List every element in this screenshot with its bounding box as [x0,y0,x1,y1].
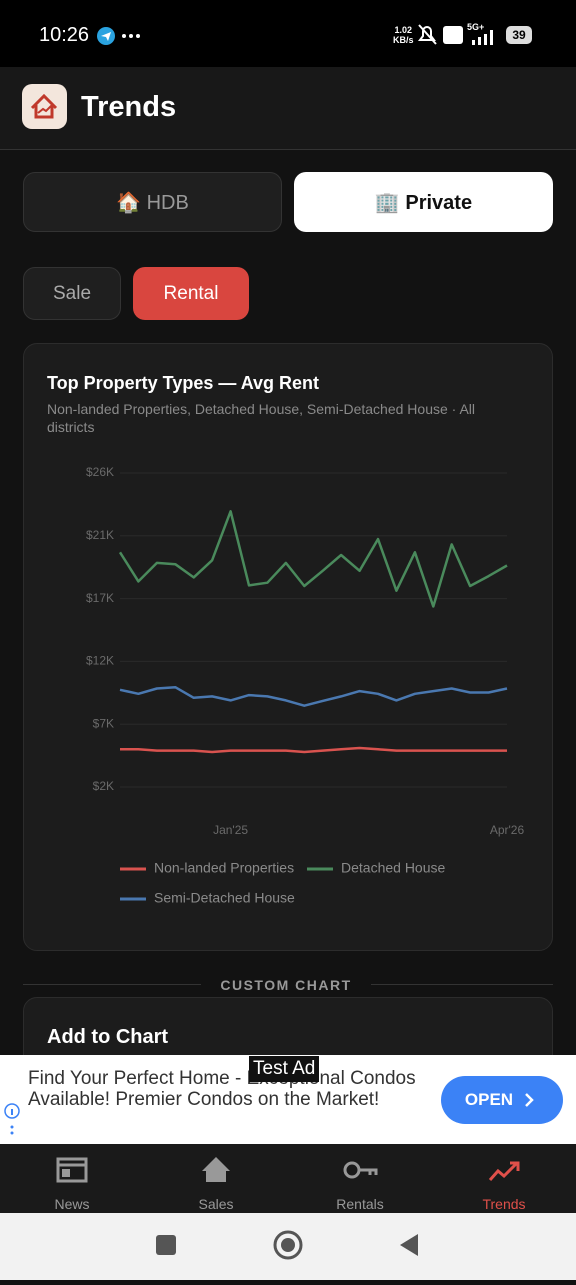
status-bar: 10:26 1.02 KB/s 5G+ 39 [0,0,576,67]
bottom-nav: News Sales Rentals Trends [0,1144,576,1213]
nav-news[interactable]: News [54,1196,90,1212]
battery: 39 [506,26,532,44]
sale-tab[interactable]: Sale [23,267,121,320]
speed: 1.02 [394,25,413,35]
status-icons [97,27,140,45]
ad-badge: Test Ad [249,1056,320,1082]
divider [371,984,553,985]
rental-tab[interactable]: Rental [133,267,249,320]
nav-rentals[interactable]: Rentals [336,1196,384,1212]
ad-text: Find Your Perfect Home - Exceptional Con… [28,1068,416,1110]
divider [23,984,201,985]
chart-card: Top Property Types — Avg Rent Non-landed… [23,343,553,951]
app-icon [22,84,67,129]
header: Trends [0,67,576,150]
net-speed: 1.02 KB/s [393,25,414,45]
section-label: CUSTOM CHART [220,977,352,993]
ad-open-button[interactable]: OPEN [441,1076,563,1124]
speed-unit: KB/s [393,35,414,45]
nav-sales[interactable]: Sales [198,1196,234,1212]
page-title: Trends [81,91,177,123]
chart-title: Top Property Types — Avg Rent [47,373,320,393]
time: 10:26 [39,24,90,46]
signal [472,30,493,45]
status-icons-right [418,24,463,45]
ad-info [4,1103,20,1135]
system-nav [0,1213,576,1280]
ad-banner[interactable]: Find Your Perfect Home - Exceptional Con… [0,1055,576,1144]
chart-subtitle: Non-landed Properties, Detached House, S… [47,401,476,435]
nav-trends[interactable]: Trends [482,1196,526,1212]
hdb-tab[interactable]: 🏠 HDB [23,172,282,232]
network: 5G+ [467,22,485,32]
card-title: Add to Chart [47,1026,169,1048]
private-tab[interactable]: 🏢 Private [294,172,553,232]
open-label: OPEN [464,1090,514,1109]
nav-icons [56,1157,520,1183]
